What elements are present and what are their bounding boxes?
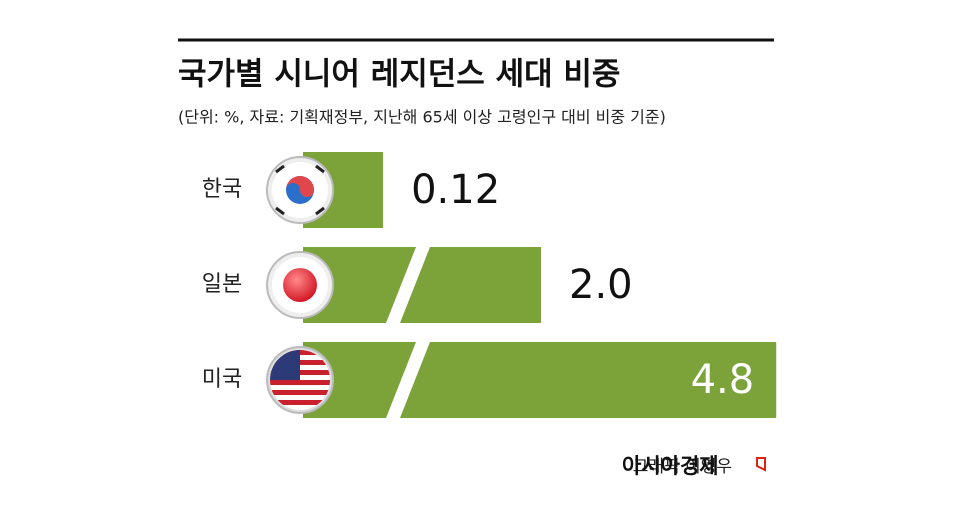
credit: 그래픽 이영우 bbox=[633, 457, 732, 477]
chart-subtitle: (단위: %, 자료: 기획재정부, 지난해 65세 이상 고령인구 대비 비중… bbox=[178, 108, 666, 127]
category-label: 한국 bbox=[202, 177, 242, 202]
category-label: 미국 bbox=[202, 367, 242, 392]
publisher: 아시아경제 bbox=[622, 454, 719, 478]
category-label: 일본 bbox=[202, 272, 242, 297]
flag-korea bbox=[266, 156, 334, 224]
axis-break bbox=[386, 342, 430, 418]
axis-break bbox=[386, 247, 430, 323]
chart-title: 국가별 시니어 레지던스 세대 비중 bbox=[178, 57, 620, 93]
flag-japan bbox=[266, 251, 334, 319]
bars bbox=[303, 152, 777, 418]
publisher-mark bbox=[756, 457, 766, 472]
value-label: 4.8 bbox=[691, 357, 755, 403]
value-label: 0.12 bbox=[411, 167, 500, 213]
bar bbox=[303, 342, 777, 418]
value-label: 2.0 bbox=[569, 262, 633, 308]
flag-usa bbox=[266, 346, 334, 414]
